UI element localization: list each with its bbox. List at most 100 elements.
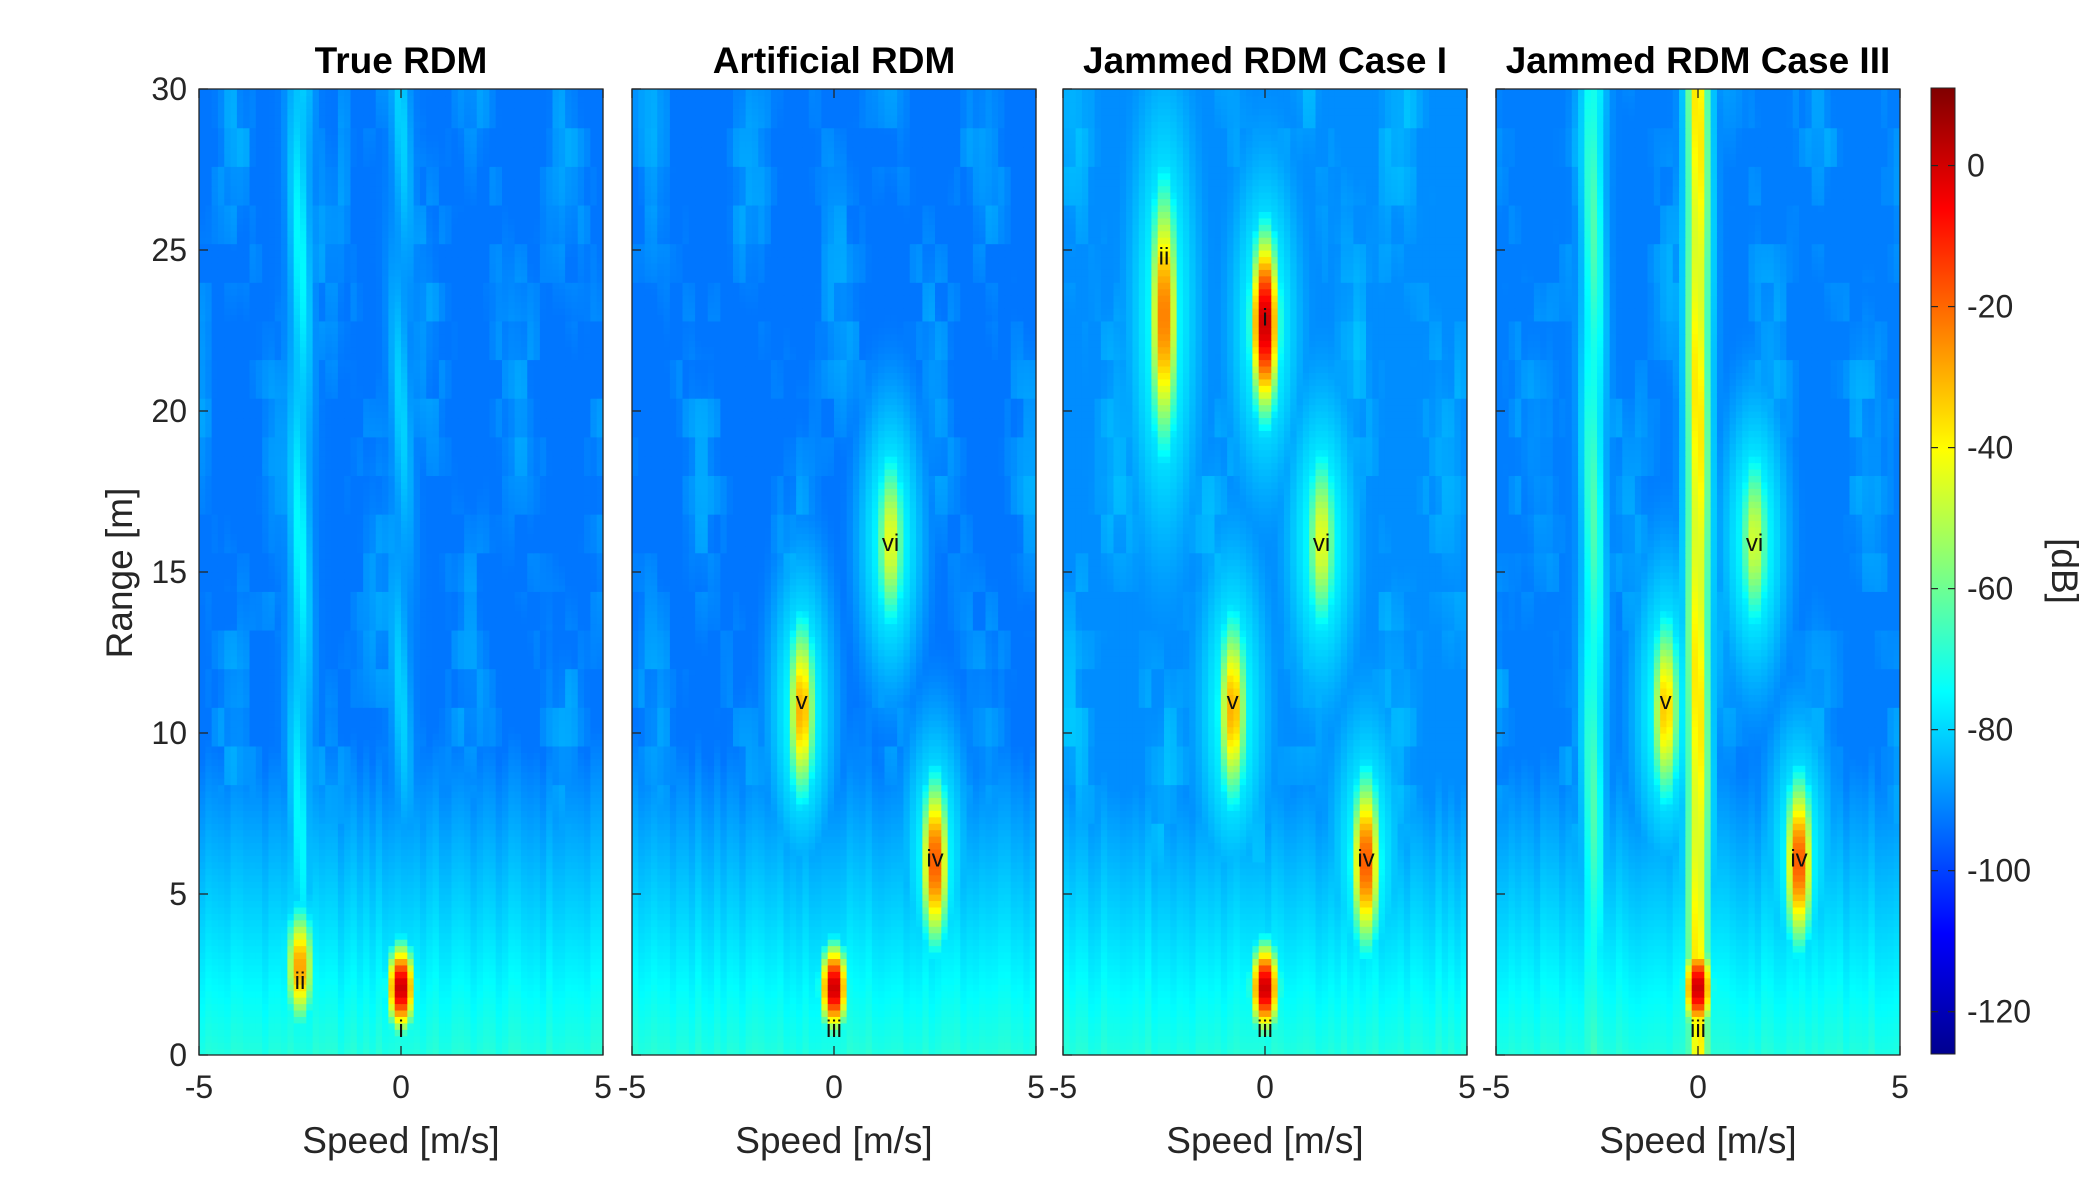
heatmap-cell (514, 1035, 522, 1043)
heatmap-cell (539, 951, 547, 959)
heatmap-cell (546, 855, 554, 863)
heatmap-cell (432, 855, 440, 863)
heatmap-cell (217, 848, 225, 856)
heatmap-cell (438, 578, 446, 586)
heatmap-cell (438, 597, 446, 605)
heatmap-cell (577, 1022, 585, 1030)
heatmap-cell (300, 649, 307, 657)
heatmap-cell (470, 1016, 478, 1024)
heatmap-cell (432, 700, 440, 708)
heatmap-cell (552, 913, 560, 921)
heatmap-cell (331, 900, 339, 908)
heatmap-cell (382, 906, 389, 914)
heatmap-cell (489, 649, 497, 657)
heatmap-cell (388, 842, 396, 850)
heatmap-cell (533, 713, 541, 721)
heatmap-cell (508, 913, 516, 921)
heatmap-cell (325, 655, 333, 663)
heatmap-cell (236, 958, 244, 966)
heatmap-cell (565, 874, 573, 882)
heatmap-cell (350, 951, 358, 959)
heatmap-cell (571, 829, 579, 837)
heatmap-cell (205, 836, 213, 844)
heatmap-cell (590, 887, 598, 895)
heatmap-cell (325, 990, 333, 998)
heatmap-cell (407, 758, 415, 766)
heatmap-cell (489, 1009, 497, 1017)
heatmap-cell (476, 604, 484, 612)
heatmap-cell (382, 642, 389, 650)
heatmap-cell (199, 939, 206, 947)
heatmap-cell (546, 790, 554, 798)
heatmap-cell (419, 578, 427, 586)
heatmap-cell (287, 1016, 295, 1024)
heatmap-cell (318, 926, 326, 934)
heatmap-cell (426, 997, 434, 1005)
heatmap-cell (489, 900, 497, 908)
heatmap-cell (199, 919, 206, 927)
heatmap-cell (306, 951, 314, 959)
heatmap-cell (375, 855, 383, 863)
heatmap-cell (394, 984, 402, 992)
heatmap-cell (312, 745, 320, 753)
heatmap-cell (495, 726, 503, 734)
heatmap-cell (268, 778, 276, 786)
heatmap-cell (508, 1022, 516, 1030)
heatmap-cell (394, 623, 402, 631)
heatmap-cell (262, 623, 270, 631)
heatmap-cell (375, 919, 383, 927)
heatmap-cell (211, 990, 219, 998)
heatmap-cell (445, 649, 453, 657)
heatmap-cell (300, 829, 307, 837)
heatmap-cell (596, 707, 603, 715)
heatmap-cell (369, 816, 377, 824)
heatmap-cell (243, 1048, 251, 1055)
heatmap-cell (205, 559, 213, 567)
heatmap-cell (268, 984, 276, 992)
heatmap-cell (426, 578, 434, 586)
heatmap-cell (546, 694, 554, 702)
heatmap-cell (527, 803, 535, 811)
heatmap-cell (217, 765, 225, 773)
heatmap-cell (445, 816, 453, 824)
heatmap-cell (262, 887, 270, 895)
heatmap-cell (495, 745, 503, 753)
heatmap-cell (445, 823, 453, 831)
heatmap-cell (287, 604, 295, 612)
heatmap-cell (565, 848, 573, 856)
heatmap-cell (419, 977, 427, 985)
heatmap-cell (514, 1042, 522, 1050)
heatmap-cell (571, 662, 579, 670)
heatmap-cell (337, 765, 345, 773)
heatmap-cell (565, 726, 573, 734)
heatmap-cell (375, 881, 383, 889)
heatmap-cell (577, 681, 585, 689)
heatmap-cell (306, 745, 314, 753)
heatmap-cell (356, 758, 364, 766)
heatmap-cell (558, 687, 566, 695)
heatmap-cell (243, 997, 251, 1005)
heatmap-cell (577, 1016, 585, 1024)
heatmap-cell (584, 687, 591, 695)
heatmap-cell (590, 707, 598, 715)
heatmap-cell (514, 662, 522, 670)
heatmap-cell (388, 778, 396, 786)
heatmap-cell (281, 700, 288, 708)
heatmap-cell (577, 668, 585, 676)
heatmap-cell (419, 694, 427, 702)
heatmap-cell (539, 778, 547, 786)
heatmap-cell (293, 765, 301, 773)
heatmap-cell (369, 1035, 377, 1043)
heatmap-cell (287, 887, 295, 895)
heatmap-cell (413, 584, 421, 592)
heatmap-cell (546, 668, 554, 676)
heatmap-cell (457, 578, 465, 586)
heatmap-cell (331, 964, 339, 972)
heatmap-cell (590, 1003, 598, 1011)
heatmap-cell (224, 842, 232, 850)
heatmap-cell (382, 758, 389, 766)
heatmap-cell (300, 868, 307, 876)
heatmap-cell (350, 842, 358, 850)
heatmap-cell (199, 1048, 206, 1055)
heatmap-cell (464, 958, 472, 966)
